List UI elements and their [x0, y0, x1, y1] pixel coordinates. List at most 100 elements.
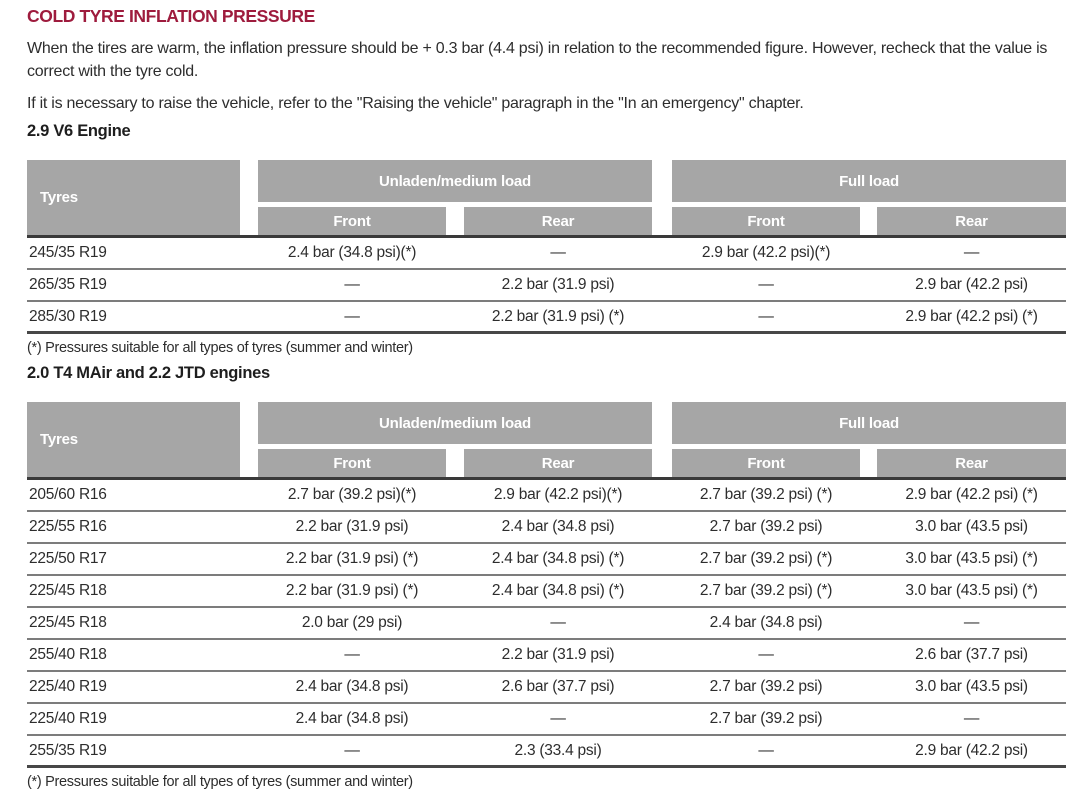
pressure-value: — [550, 244, 566, 261]
pressure-value: 2.9 bar (42.2 psi) [915, 741, 1028, 759]
column-group-unladen-load: Unladen/medium load [258, 402, 652, 444]
table-row: 245/35 R19 2.4 bar (34.8 psi)(*) — 2.9 bar … [27, 238, 1066, 270]
table-row: 225/40 R19 2.4 bar (34.8 psi) — 2.7 bar (39… [27, 704, 1066, 736]
column-header-tyres: Tyres [27, 402, 240, 477]
pressure-value: 2.7 bar (39.2 psi) (*) [699, 582, 833, 599]
column-header-rear: Rear [877, 449, 1066, 477]
pressure-value: — [758, 307, 774, 325]
tyre-size: 225/40 R19 [29, 710, 107, 727]
pressure-value: 2.4 bar (34.8 psi) [295, 678, 409, 695]
tyre-size: 225/55 R16 [29, 518, 107, 535]
column-group-full-load: Full load [672, 160, 1066, 202]
pressure-value: 2.9 bar (42.2 psi) [915, 276, 1028, 293]
pressure-value: 2.7 bar (39.2 psi) [709, 710, 823, 727]
column-header-rear: Rear [877, 207, 1066, 235]
column-header-front: Front [258, 449, 446, 477]
pressure-value: 2.9 bar (42.2 psi) (*) [905, 307, 1038, 325]
pressure-value: — [344, 646, 360, 663]
tyre-size: 255/40 R18 [29, 646, 107, 663]
table-row: 255/35 R19 — 2.3 (33.4 psi) — 2.9 bar (42.2 … [27, 736, 1066, 768]
engine-heading-v6: 2.9 V6 Engine [27, 122, 131, 140]
pressure-value: 3.0 bar (43.5 psi) [915, 678, 1028, 695]
tyre-size: 285/30 R19 [29, 307, 107, 325]
pressure-table-t4-jtd: Tyres Unladen/medium load Full load Fron… [27, 402, 1066, 768]
pressure-value: — [963, 710, 980, 727]
pressure-value: 3.0 bar (43.5 psi) [915, 518, 1028, 535]
pressure-value: 2.2 bar (31.9 psi) (*) [285, 582, 419, 599]
pressure-value: 2.2 bar (31.9 psi) [501, 276, 615, 293]
table-header: Tyres Unladen/medium load Full load Fron… [27, 402, 1066, 480]
pressure-value: 2.3 (33.4 psi) [514, 741, 602, 759]
pressure-value: — [758, 646, 774, 663]
table-row: 225/45 R18 2.0 bar (29 psi) — 2.4 bar (34.8… [27, 608, 1066, 640]
pressure-table-v6: Tyres Unladen/medium load Full load Fron… [27, 160, 1066, 334]
table-row: 285/30 R19 — 2.2 bar (31.9 psi) (*) — 2.9 ba… [27, 302, 1066, 334]
table-row: 205/60 R16 2.7 bar (39.2 psi)(*) 2.9 bar (… [27, 480, 1066, 512]
tyre-size: 205/60 R16 [29, 486, 107, 503]
pressure-value: 2.7 bar (39.2 psi) (*) [699, 550, 833, 567]
pressure-value: 2.4 bar (34.8 psi) [295, 710, 409, 727]
pressure-value: 2.7 bar (39.2 psi) [709, 678, 823, 695]
table-row: 225/40 R19 2.4 bar (34.8 psi) 2.6 bar (37.… [27, 672, 1066, 704]
pressure-value: 2.4 bar (34.8 psi)(*) [287, 244, 417, 261]
tyre-size: 245/35 R19 [29, 244, 107, 261]
column-header-tyres: Tyres [27, 160, 240, 235]
table-row: 265/35 R19 — 2.2 bar (31.9 psi) — 2.9 bar (4… [27, 270, 1066, 302]
table-body: 245/35 R19 2.4 bar (34.8 psi)(*) — 2.9 bar … [27, 238, 1066, 334]
pressure-value: — [550, 614, 566, 631]
pressure-value: 2.2 bar (31.9 psi) (*) [285, 550, 419, 567]
pressure-value: 2.2 bar (31.9 psi) (*) [491, 307, 625, 325]
table-body: 205/60 R16 2.7 bar (39.2 psi)(*) 2.9 bar (… [27, 480, 1066, 768]
table-row: 225/45 R18 2.2 bar (31.9 psi) (*) 2.4 bar … [27, 576, 1066, 608]
table-footnote: (*) Pressures suitable for all types of … [27, 340, 413, 356]
pressure-value: — [963, 244, 980, 261]
intro-paragraph-raise-vehicle: If it is necessary to raise the vehicle,… [27, 95, 804, 112]
pressure-value: 2.9 bar (42.2 psi)(*) [701, 244, 831, 261]
pressure-value: — [758, 276, 774, 293]
table-row: 225/50 R17 2.2 bar (31.9 psi) (*) 2.4 bar … [27, 544, 1066, 576]
pressure-value: 2.2 bar (31.9 psi) [295, 518, 409, 535]
pressure-value: 2.0 bar (29 psi) [301, 614, 403, 631]
tyre-size: 225/50 R17 [29, 550, 107, 567]
column-header-front: Front [672, 207, 860, 235]
pressure-value: 2.9 bar (42.2 psi)(*) [493, 486, 623, 503]
table-row: 255/40 R18 — 2.2 bar (31.9 psi) — 2.6 bar (3… [27, 640, 1066, 672]
table-footnote: (*) Pressures suitable for all types of … [27, 774, 413, 790]
tyre-size: 225/45 R18 [29, 582, 107, 599]
column-header-front: Front [672, 449, 860, 477]
pressure-value: 2.4 bar (34.8 psi) [709, 614, 823, 631]
tyre-size: 255/35 R19 [29, 741, 107, 759]
pressure-value: 2.4 bar (34.8 psi) [501, 518, 615, 535]
pressure-value: — [344, 307, 360, 325]
tyre-size: 225/40 R19 [29, 678, 107, 695]
table-row: 225/55 R16 2.2 bar (31.9 psi) 2.4 bar (34.… [27, 512, 1066, 544]
column-group-full-load: Full load [672, 402, 1066, 444]
pressure-value: 2.6 bar (37.7 psi) [501, 678, 615, 695]
page-title: COLD TYRE INFLATION PRESSURE [27, 6, 315, 26]
pressure-value: — [758, 741, 774, 759]
table-header: Tyres Unladen/medium load Full load Fron… [27, 160, 1066, 238]
pressure-value: 2.7 bar (39.2 psi) (*) [699, 486, 833, 503]
pressure-value: — [344, 276, 360, 293]
pressure-value: 2.9 bar (42.2 psi) (*) [905, 486, 1038, 503]
pressure-value: — [963, 614, 980, 631]
column-header-front: Front [258, 207, 446, 235]
pressure-value: 2.4 bar (34.8 psi) (*) [491, 550, 625, 567]
pressure-value: 3.0 bar (43.5 psi) (*) [905, 550, 1038, 567]
pressure-value: 2.7 bar (39.2 psi) [709, 518, 823, 535]
tyre-size: 265/35 R19 [29, 276, 107, 293]
pressure-value: 2.4 bar (34.8 psi) (*) [491, 582, 625, 599]
pressure-value: 2.7 bar (39.2 psi)(*) [287, 486, 417, 503]
column-header-rear: Rear [464, 449, 652, 477]
column-group-unladen-load: Unladen/medium load [258, 160, 652, 202]
column-header-rear: Rear [464, 207, 652, 235]
pressure-value: 2.6 bar (37.7 psi) [915, 646, 1028, 663]
pressure-value: — [344, 741, 360, 759]
pressure-value: 2.2 bar (31.9 psi) [501, 646, 615, 663]
tyre-size: 225/45 R18 [29, 614, 107, 631]
engine-heading-t4-jtd: 2.0 T4 MAir and 2.2 JTD engines [27, 364, 270, 382]
intro-paragraph-warm-tyres: When the tires are warm, the inflation p… [27, 40, 1048, 80]
pressure-value: 3.0 bar (43.5 psi) (*) [905, 582, 1038, 599]
pressure-value: — [550, 710, 566, 727]
